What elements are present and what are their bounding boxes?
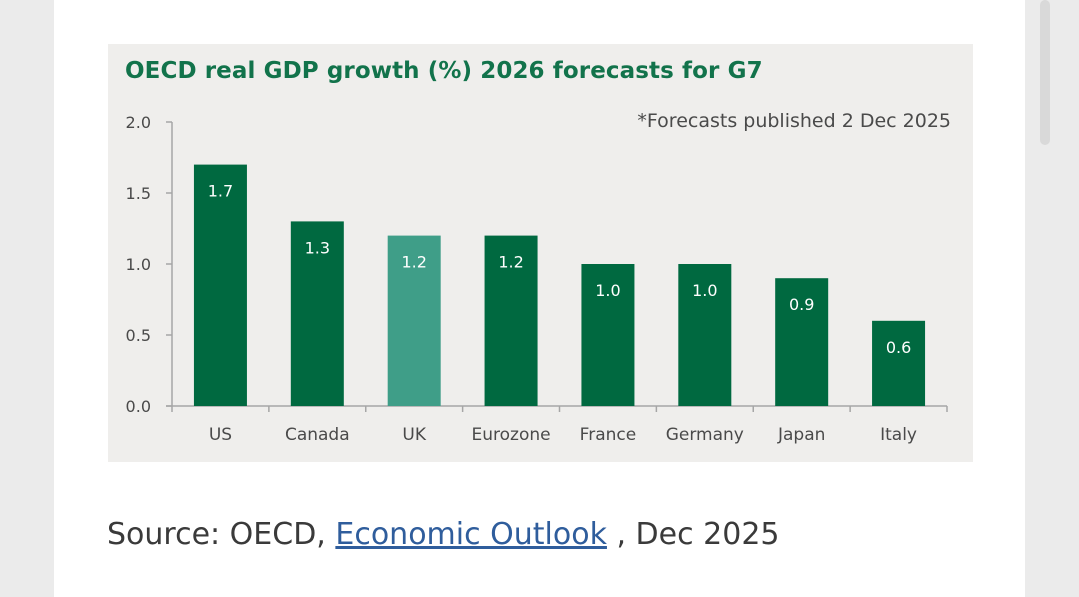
category-label: Italy — [880, 425, 917, 445]
chart-note: *Forecasts published 2 Dec 2025 — [637, 110, 951, 132]
bar-value-label: 0.9 — [789, 295, 814, 314]
source-prefix: Source: OECD, — [107, 517, 336, 552]
bar-value-label: 0.6 — [886, 338, 911, 357]
category-label: US — [209, 425, 232, 445]
y-tick-label: 2.0 — [126, 113, 151, 132]
bar-italy — [872, 320, 926, 406]
source-line: Source: OECD, Economic Outlook , Dec 202… — [107, 517, 780, 552]
economic-outlook-link[interactable]: Economic Outlook — [335, 517, 607, 552]
bar-value-label: 1.2 — [401, 253, 426, 272]
bar-value-label: 1.3 — [305, 238, 330, 257]
bar-uk — [387, 235, 441, 406]
bar-germany — [678, 264, 732, 406]
source-suffix: , Dec 2025 — [606, 517, 780, 552]
category-label: Eurozone — [472, 425, 551, 445]
bar-canada — [290, 221, 344, 406]
bar-value-label: 1.0 — [692, 281, 717, 300]
y-tick-label: 0.5 — [126, 326, 151, 345]
y-tick-label: 1.5 — [126, 184, 151, 203]
chart-panel — [108, 44, 973, 462]
y-tick-label: 0.0 — [126, 397, 151, 416]
bar-japan — [775, 278, 829, 406]
bar-france — [581, 264, 635, 406]
scrollbar[interactable] — [1040, 0, 1050, 145]
category-label: France — [580, 425, 637, 445]
category-label: Germany — [666, 425, 744, 445]
category-label: Japan — [777, 425, 825, 445]
bar-value-label: 1.2 — [498, 253, 523, 272]
category-label: UK — [402, 425, 426, 445]
chart-title: OECD real GDP growth (%) 2026 forecasts … — [125, 58, 763, 84]
bar-us — [193, 164, 247, 406]
bar-value-label: 1.0 — [595, 281, 620, 300]
category-label: Canada — [285, 425, 350, 445]
bar-value-label: 1.7 — [208, 182, 233, 201]
y-tick-label: 1.0 — [126, 255, 151, 274]
bar-eurozone — [484, 235, 538, 406]
